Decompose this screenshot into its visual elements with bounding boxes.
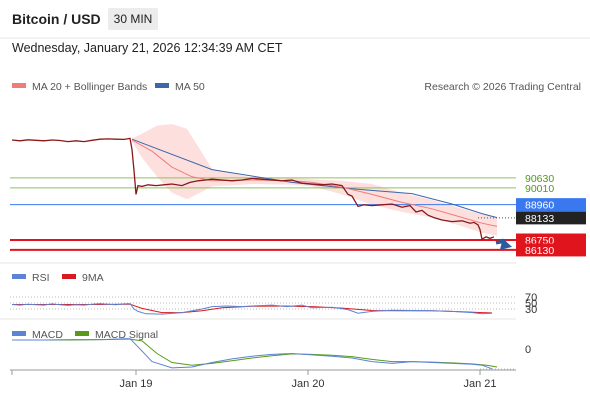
ma20-legend-swatch [12, 83, 26, 88]
macd-signal-legend-swatch [75, 331, 89, 336]
instrument-title: Bitcoin / USD [12, 11, 101, 27]
pivot-label: 88960 [525, 200, 554, 212]
chart-datetime: Wednesday, January 21, 2026 12:34:39 AM … [12, 41, 283, 55]
macd-signal-line [12, 338, 498, 368]
time-tick-label: Jan 21 [463, 378, 496, 390]
header-bar: Bitcoin / USD 30 MIN [0, 0, 590, 38]
credit-text: Research © 2026 Trading Central [424, 81, 581, 93]
rsi-tick-label: 70 [525, 292, 537, 304]
ma50-line [131, 138, 498, 219]
rsi-tick-label: 30 [525, 304, 537, 316]
rsi-legend-swatch [12, 274, 26, 279]
ma20-line [131, 139, 498, 227]
price-line [11, 137, 495, 241]
macd-line [12, 338, 493, 370]
time-tick-label: Jan 19 [119, 378, 152, 390]
rsi-ma-legend-label: 9MA [82, 272, 104, 284]
macd-legend-swatch [12, 331, 26, 336]
resistance-label: 90630 [525, 173, 554, 185]
support-tag [516, 243, 586, 257]
time-tick-label: Jan 20 [291, 378, 324, 390]
macd-signal-legend-label: MACD Signal [95, 329, 158, 341]
macd-tick-label: 0 [525, 344, 531, 356]
ma50-legend-label: MA 50 [175, 81, 205, 93]
support-label: 86130 [525, 245, 554, 257]
ma50-legend-swatch [155, 83, 169, 88]
rsi-ma-legend-swatch [62, 274, 76, 279]
rsi-tick-label: 50 [525, 298, 537, 310]
macd-panel: 0 [12, 338, 531, 370]
rsi-legend-label: RSI [32, 272, 50, 284]
pivot-tag [516, 198, 586, 212]
timeframe-button[interactable]: 30 MIN [108, 8, 158, 30]
last-price-tag [516, 211, 586, 225]
resistance-label: 90010 [525, 183, 554, 195]
macd-legend-label: MACD [32, 329, 63, 341]
last-price-label: 88133 [525, 213, 554, 225]
bollinger-band [132, 124, 497, 236]
forecast-arrow-head [499, 238, 512, 250]
ma20-legend-label: MA 20 + Bollinger Bands [32, 81, 147, 93]
support-tag [516, 233, 586, 247]
rsi-line [11, 303, 493, 315]
time-axis: Jan 19 Jan 20 Jan 21 [11, 370, 497, 390]
